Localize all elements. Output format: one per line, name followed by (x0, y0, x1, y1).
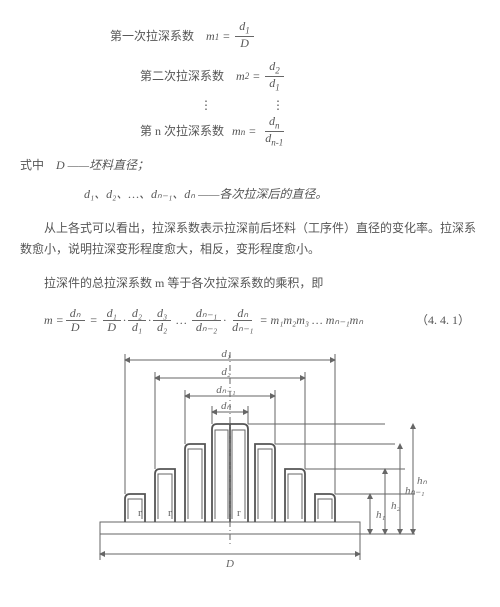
eq1-frac: d1 D (235, 20, 254, 54)
where-D: 式中 D ——坯料直径； (20, 155, 480, 177)
vdots-1: ⋮⋮ (20, 99, 480, 111)
eqN-frac: dn dn-1 (261, 115, 287, 149)
svg-text:D: D (225, 558, 234, 570)
paragraph-1: 从上各式可以看出，拉深系数表示拉深前后坯料（工序件）直径的变化率。拉深系数愈小，… (20, 218, 480, 261)
eq-final: m = dₙD = d₁D· d₂d₁· d₃d₂ … dₙ₋₁dₙ₋₂· dₙ… (20, 307, 480, 334)
svg-text:h₂: h₂ (391, 500, 401, 512)
eqN-label: 第 n 次拉深系数 (140, 121, 224, 143)
eq-row-1: 第一次拉深系数 m1 = d1 D (20, 20, 480, 54)
svg-text:h₁: h₁ (376, 509, 386, 521)
svg-text:d₂: d₂ (221, 366, 231, 378)
svg-text:hₙ: hₙ (417, 475, 428, 487)
eq-number: （4. 4. 1） (416, 310, 480, 332)
eq-row-n: 第 n 次拉深系数 mn = dn dn-1 (20, 115, 480, 149)
svg-text:r: r (168, 507, 172, 519)
where-dseq: d₁、d₂、…、dₙ₋₁、dₙ ——各次拉深后的直径。 (20, 184, 480, 206)
eq2-frac: d2 d1 (265, 60, 284, 94)
paragraph-2: 拉深件的总拉深系数 m 等于各次拉深系数的乘积，即 (20, 273, 480, 295)
drawing-svg: d₁ d₂ dₙ₋₁ dₙ D h₁ h₂ hₙ₋₁ hₙ r r r (70, 344, 430, 579)
svg-text:dₙ₋₁: dₙ₋₁ (216, 384, 236, 396)
eq-row-2: 第二次拉深系数 m2 = d2 d1 (20, 60, 480, 94)
svg-text:d₁: d₁ (221, 348, 231, 360)
figure-drawing: d₁ d₂ dₙ₋₁ dₙ D h₁ h₂ hₙ₋₁ hₙ r r r (20, 344, 480, 587)
eq1-lhs: m (206, 26, 215, 48)
svg-text:r: r (237, 507, 241, 519)
svg-text:dₙ: dₙ (221, 400, 232, 412)
svg-text:r: r (138, 507, 142, 519)
eq2-label: 第二次拉深系数 (140, 66, 224, 88)
eq1-label: 第一次拉深系数 (110, 26, 194, 48)
